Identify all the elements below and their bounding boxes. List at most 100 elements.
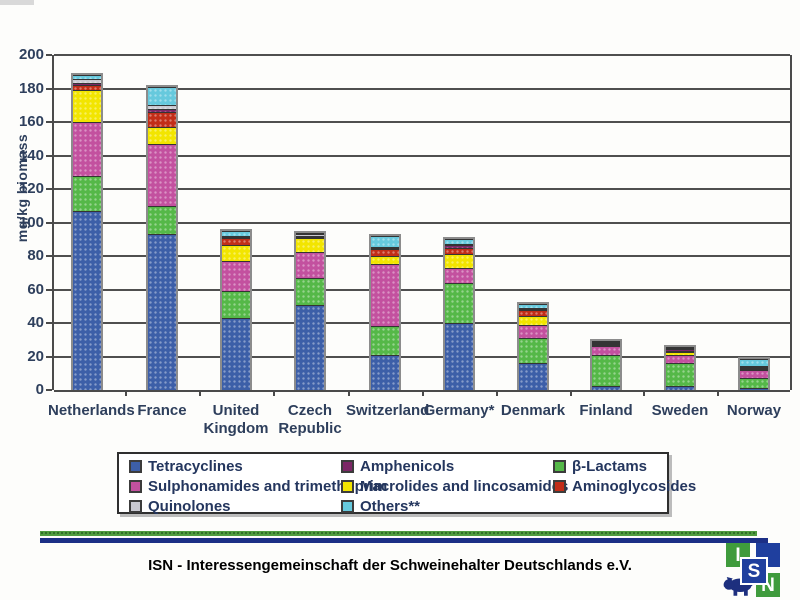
bar-united-kingdom [220, 229, 252, 390]
y-tick-label-200: 200 [18, 46, 44, 63]
segment-macrolides-and-lincosamides [371, 255, 399, 265]
bar-france [146, 84, 178, 390]
legend-swatch [129, 459, 142, 473]
legend-item--lactams: β-Lactams [553, 458, 696, 475]
segment-tetracyclines [445, 323, 473, 390]
bar-sweden [664, 344, 696, 390]
segment-macrolides-and-lincosamides [148, 126, 176, 144]
x-label-0: Netherlands [48, 402, 135, 419]
segment-sulphonamides-and-trimethoprim [666, 354, 694, 364]
segment-sulphonamides-and-trimethoprim [371, 264, 399, 327]
segment-sulphonamides-and-trimethoprim [148, 143, 176, 206]
chart-legend: Tetracyclines Amphenicols β-Lactams Sulphon… [117, 452, 696, 515]
bar-netherlands [71, 73, 103, 390]
segment-quinolones [296, 233, 324, 237]
segment-amphenicols [740, 366, 768, 368]
segment--lactams [371, 326, 399, 355]
x-tick-mark [717, 390, 719, 396]
bar-germany [443, 237, 475, 390]
segment-others [519, 304, 547, 308]
legend-label: Sulphonamides and trimethoprim [148, 477, 388, 495]
bar-switzerland [369, 234, 401, 390]
segment-others [296, 232, 324, 234]
segment-sulphonamides-and-trimethoprim [296, 251, 324, 278]
segment-others [148, 86, 176, 106]
segment-aminoglycosides [148, 111, 176, 127]
legend-item-sulphonamides-and-trimethoprim: Sulphonamides and trimethoprim [129, 478, 387, 495]
segment-amphenicols [519, 308, 547, 310]
legend-swatch [341, 479, 354, 493]
y-tick-label-120: 120 [18, 180, 44, 197]
segment--lactams [148, 205, 176, 235]
y-tick-mark [46, 322, 52, 324]
segment-amphenicols [371, 248, 399, 250]
x-label-4: Switzerland [346, 402, 430, 419]
segment-quinolones [73, 79, 101, 83]
segment-tetracyclines [519, 363, 547, 390]
x-tick-mark [496, 390, 498, 396]
x-tick-mark [199, 390, 201, 396]
x-label-7: Finland [579, 402, 633, 419]
segment-aminoglycosides [519, 309, 547, 317]
legend-label: Aminoglycosides [572, 477, 697, 495]
segment--lactams [592, 354, 620, 386]
y-tick-label-140: 140 [18, 146, 44, 164]
segment-others [666, 346, 694, 348]
segment-tetracyclines [666, 385, 694, 390]
isn-logo: I S N [723, 543, 785, 598]
legend-label: Amphenicols [360, 457, 455, 475]
legend-label: β-Lactams [572, 457, 648, 475]
segment-amphenicols [666, 348, 694, 352]
y-tick-mark [46, 389, 52, 391]
gridline-140 [54, 154, 790, 157]
legend-item-quinolones: Quinolones [129, 498, 341, 515]
segment-tetracyclines [222, 318, 250, 390]
segment-macrolides-and-lincosamides [445, 254, 473, 268]
segment-others [371, 236, 399, 247]
segment-tetracyclines [371, 354, 399, 390]
y-tick-label-160: 160 [18, 113, 44, 130]
segment-tetracyclines [740, 388, 768, 390]
bar-czech-republic [294, 230, 326, 390]
segment-quinolones [445, 244, 473, 246]
segment-others [592, 340, 620, 342]
segment-macrolides-and-lincosamides [519, 316, 547, 325]
segment-sulphonamides-and-trimethoprim [519, 324, 547, 339]
y-tick-label-100: 100 [18, 213, 44, 231]
y-tick-label-0: 0 [35, 381, 44, 398]
x-label-8: Sweden [651, 402, 709, 419]
segment-quinolones [740, 365, 768, 367]
chart-plot-area [52, 54, 792, 392]
bar-denmark [517, 302, 549, 390]
segment-amphenicols [222, 237, 250, 239]
x-tick-mark [273, 390, 275, 396]
segment-quinolones [666, 347, 694, 349]
segment--lactams [666, 363, 694, 386]
segment-aminoglycosides [592, 344, 620, 346]
legend-swatch [129, 499, 142, 513]
segment--lactams [740, 378, 768, 389]
segment-amphenicols [445, 245, 473, 248]
segment--lactams [519, 338, 547, 364]
segment-sulphonamides-and-trimethoprim [592, 346, 620, 355]
segment-sulphonamides-and-trimethoprim [445, 267, 473, 283]
segment-amphenicols [73, 82, 101, 86]
x-label-9: Norway [726, 402, 782, 419]
x-label-3: Czech Republic [278, 402, 342, 437]
segment-others [73, 75, 101, 80]
legend-swatch [341, 499, 354, 513]
y-tick-mark [46, 188, 52, 190]
legend-label: Tetracyclines [148, 457, 243, 475]
gridline-200 [54, 54, 790, 56]
y-tick-mark [46, 121, 52, 123]
legend-swatch [553, 459, 566, 473]
legend-label: Quinolones [148, 497, 231, 515]
segment-aminoglycosides [222, 238, 250, 246]
legend-item-amphenicols: Amphenicols [341, 458, 553, 475]
scan-artifact [0, 0, 34, 5]
legend-item-aminoglycosides: Aminoglycosides [553, 478, 696, 495]
y-tick-mark [46, 221, 52, 224]
bar-norway [738, 357, 770, 390]
bar-finland [590, 338, 622, 390]
x-tick-mark [643, 390, 645, 396]
